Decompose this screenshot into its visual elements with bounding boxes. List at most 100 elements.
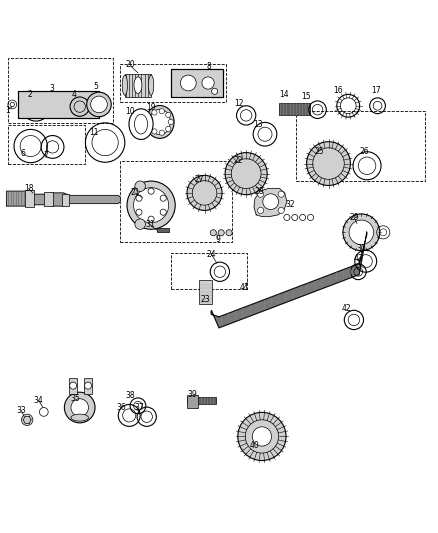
Text: 1: 1 — [6, 106, 10, 115]
Text: 25: 25 — [314, 147, 324, 156]
Circle shape — [160, 209, 166, 215]
Text: 42: 42 — [342, 304, 352, 313]
Circle shape — [85, 382, 92, 389]
Circle shape — [238, 413, 286, 461]
Bar — [120, 64, 226, 102]
Ellipse shape — [134, 77, 142, 93]
Bar — [18, 91, 99, 118]
Circle shape — [343, 214, 380, 251]
Text: 33: 33 — [16, 406, 26, 415]
Text: 19: 19 — [146, 103, 156, 112]
Text: 38: 38 — [126, 391, 135, 400]
Circle shape — [127, 181, 175, 229]
Text: 23: 23 — [200, 295, 210, 304]
Text: 32: 32 — [285, 200, 295, 209]
Bar — [171, 69, 223, 96]
Text: 18: 18 — [24, 184, 33, 193]
Text: 31: 31 — [145, 220, 155, 229]
Circle shape — [135, 181, 145, 191]
Circle shape — [21, 414, 33, 425]
Circle shape — [212, 88, 218, 94]
Bar — [44, 191, 53, 206]
Circle shape — [91, 96, 107, 113]
Text: 6: 6 — [20, 149, 25, 158]
Circle shape — [263, 194, 279, 209]
Circle shape — [87, 92, 111, 117]
Bar — [187, 397, 216, 405]
Text: 26: 26 — [360, 147, 369, 156]
Circle shape — [278, 207, 284, 214]
Text: 36: 36 — [117, 403, 127, 412]
Polygon shape — [211, 232, 367, 328]
Circle shape — [349, 220, 374, 245]
Text: 21: 21 — [130, 189, 140, 197]
Circle shape — [159, 109, 164, 114]
Text: 39: 39 — [187, 390, 197, 399]
Circle shape — [152, 129, 157, 134]
Circle shape — [147, 116, 152, 121]
Circle shape — [168, 119, 173, 125]
Text: 17: 17 — [371, 86, 381, 95]
Text: 40: 40 — [250, 441, 260, 450]
Circle shape — [225, 152, 267, 195]
Bar — [171, 69, 223, 96]
Text: 41: 41 — [240, 283, 249, 292]
Text: 43: 43 — [353, 254, 363, 263]
Ellipse shape — [134, 114, 148, 134]
Ellipse shape — [145, 106, 174, 139]
Text: 16: 16 — [333, 86, 343, 95]
Circle shape — [136, 209, 142, 215]
Circle shape — [148, 188, 154, 194]
Text: 3: 3 — [49, 84, 54, 93]
Circle shape — [166, 112, 171, 118]
Bar — [187, 395, 198, 408]
Ellipse shape — [129, 109, 153, 140]
Polygon shape — [7, 191, 120, 206]
Circle shape — [70, 382, 77, 389]
Circle shape — [180, 75, 196, 91]
Bar — [84, 378, 92, 394]
Bar — [120, 161, 232, 242]
Circle shape — [135, 219, 145, 229]
Text: 30: 30 — [357, 244, 366, 253]
Circle shape — [210, 230, 216, 236]
Text: 9: 9 — [215, 235, 221, 244]
Text: 14: 14 — [279, 90, 289, 99]
Circle shape — [258, 207, 264, 214]
Circle shape — [160, 195, 166, 201]
Text: 10: 10 — [125, 107, 134, 116]
Circle shape — [258, 191, 264, 197]
Bar — [279, 103, 310, 115]
Bar — [296, 111, 425, 181]
Text: 34: 34 — [34, 395, 43, 405]
Text: 13: 13 — [253, 120, 262, 129]
Bar — [8, 58, 113, 123]
Circle shape — [166, 126, 171, 132]
Circle shape — [218, 230, 224, 236]
Text: 35: 35 — [71, 394, 80, 403]
Circle shape — [278, 191, 284, 197]
Text: 5: 5 — [93, 82, 98, 91]
Circle shape — [187, 175, 222, 211]
Bar — [125, 74, 151, 96]
Polygon shape — [254, 189, 287, 216]
Circle shape — [202, 77, 214, 89]
Bar — [157, 228, 169, 232]
Text: 37: 37 — [134, 403, 144, 412]
Circle shape — [307, 142, 350, 185]
Ellipse shape — [122, 75, 127, 95]
Text: 27: 27 — [194, 175, 204, 184]
Bar — [171, 253, 247, 289]
Text: 29: 29 — [349, 213, 359, 222]
Circle shape — [147, 123, 152, 128]
Circle shape — [64, 392, 95, 423]
Circle shape — [152, 110, 157, 115]
Circle shape — [71, 399, 88, 416]
Bar — [69, 378, 77, 394]
Circle shape — [136, 195, 142, 201]
Text: 11: 11 — [89, 128, 99, 137]
Circle shape — [226, 230, 232, 236]
Bar — [199, 280, 212, 304]
Text: 7: 7 — [43, 151, 49, 160]
Text: 15: 15 — [301, 92, 311, 101]
